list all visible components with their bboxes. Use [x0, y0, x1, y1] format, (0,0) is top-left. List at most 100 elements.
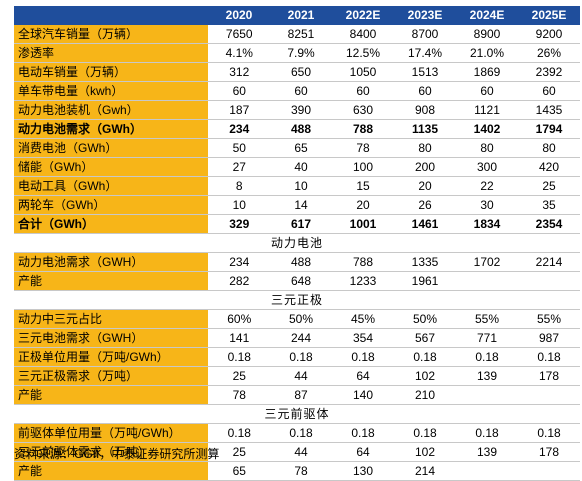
table-row: 三元前驱体需求（万吨） 25 44 64 102 139 178 [14, 442, 580, 462]
table-cell: 87 [270, 385, 332, 405]
table-row: 全球汽车销量（万辆） 7650 8251 8400 8700 8900 9200 [14, 24, 580, 44]
table-cell: 214 [394, 461, 456, 481]
table-cell: 1961 [394, 271, 456, 291]
table-cell [456, 271, 518, 291]
table-cell: 8900 [456, 24, 518, 44]
table-row: 前驱体单位用量（万吨/GWh） 0.18 0.18 0.18 0.18 0.18 0.18 [14, 423, 580, 443]
table-row: 单车带电量（kwh） 60 60 60 60 60 60 [14, 81, 580, 101]
table-cell: 200 [394, 157, 456, 177]
row-label: 三元正极需求（万吨） [14, 366, 209, 386]
table-cell: 60 [208, 81, 270, 101]
header-row: 2020 2021 2022E 2023E 2024E 2025E [14, 6, 580, 25]
row-label: 动力电池需求（GWH） [14, 252, 209, 272]
table-cell: 78 [208, 385, 270, 405]
table-cell: 80 [518, 138, 580, 158]
table-cell: 26 [394, 195, 456, 215]
table-cell: 420 [518, 157, 580, 177]
table-cell: 60 [332, 81, 394, 101]
header-year: 2023E [394, 6, 456, 25]
table-cell: 0.18 [270, 347, 332, 367]
table-cell: 44 [270, 442, 332, 462]
row-label: 全球汽车销量（万辆） [14, 24, 209, 44]
table-cell: 50% [270, 309, 332, 329]
table-cell: 354 [332, 328, 394, 348]
row-label: 消费电池（GWh） [14, 138, 209, 158]
table-cell: 102 [394, 442, 456, 462]
source-note: 资料来源：GGII，中泰证券研究所测算 [14, 447, 220, 461]
row-label: 产能 [14, 271, 209, 291]
table-cell: 488 [270, 252, 332, 272]
table-cell: 30 [456, 195, 518, 215]
table-cell: 8 [208, 176, 270, 196]
table-cell: 1435 [518, 100, 580, 120]
table-cell: 44 [270, 366, 332, 386]
header-year: 2022E [332, 6, 394, 25]
table-cell: 60 [456, 81, 518, 101]
table-cell: 1121 [456, 100, 518, 120]
table-row: 产能 65 78 130 214 [14, 461, 580, 481]
row-label: 动力电池装机（Gwh） [14, 100, 209, 120]
table-cell: 10 [208, 195, 270, 215]
table-cell: 0.18 [332, 423, 394, 443]
table-cell: 60% [208, 309, 270, 329]
table-cell: 141 [208, 328, 270, 348]
table-cell: 40 [270, 157, 332, 177]
header-year: 2025E [518, 6, 580, 25]
table-cell: 25 [518, 176, 580, 196]
table-cell: 0.18 [208, 423, 270, 443]
table-cell: 21.0% [456, 43, 518, 63]
section-row: 三元正极 [14, 290, 580, 310]
table-cell: 648 [270, 271, 332, 291]
row-label: 电动工具（GWh） [14, 176, 209, 196]
table-cell: 0.18 [456, 423, 518, 443]
table-cell: 7.9% [270, 43, 332, 63]
table-cell: 567 [394, 328, 456, 348]
header-corner [14, 6, 208, 25]
table-cell: 78 [270, 461, 332, 481]
table-cell: 80 [456, 138, 518, 158]
table-cell: 8400 [332, 24, 394, 44]
table-cell: 130 [332, 461, 394, 481]
section-title: 三元正极 [14, 290, 580, 310]
table-row: 储能（GWh） 27 40 100 200 300 420 [14, 157, 580, 177]
table-cell: 0.18 [208, 347, 270, 367]
section-row: 动力电池 [14, 233, 580, 253]
section-row: 三元前驱体 [14, 404, 580, 424]
table-cell: 2392 [518, 62, 580, 82]
table-cell: 50% [394, 309, 456, 329]
table-row: 电动车销量（万辆） 312 650 1050 1513 1869 2392 [14, 62, 580, 82]
table-cell: 1702 [456, 252, 518, 272]
row-label: 合计（GWh） [14, 214, 209, 234]
table-cell: 650 [270, 62, 332, 82]
row-label: 产能 [14, 385, 209, 405]
row-label: 产能 [14, 461, 209, 481]
table-cell: 234 [208, 119, 270, 139]
table-cell: 488 [270, 119, 332, 139]
row-label: 储能（GWh） [14, 157, 209, 177]
battery-demand-table: 2020 2021 2022E 2023E 2024E 2025E 全球汽车销量（万辆） 7… [14, 6, 580, 481]
table-cell: 788 [332, 119, 394, 139]
table-cell: 300 [456, 157, 518, 177]
row-label: 电动车销量（万辆） [14, 62, 209, 82]
table-cell: 1869 [456, 62, 518, 82]
table-cell: 45% [332, 309, 394, 329]
table-cell [518, 385, 580, 405]
table-cell: 139 [456, 366, 518, 386]
table-cell: 140 [332, 385, 394, 405]
table-cell: 25 [208, 366, 270, 386]
table-cell: 1794 [518, 119, 580, 139]
table-cell: 2214 [518, 252, 580, 272]
table-cell: 908 [394, 100, 456, 120]
table-cell: 2354 [518, 214, 580, 234]
row-label: 两轮车（GWh） [14, 195, 209, 215]
table-row: 三元正极需求（万吨） 25 44 64 102 139 178 [14, 366, 580, 386]
table-cell: 1135 [394, 119, 456, 139]
table-cell: 50 [208, 138, 270, 158]
row-label: 前驱体单位用量（万吨/GWh） [14, 423, 209, 443]
table-cell: 282 [208, 271, 270, 291]
table-cell: 617 [270, 214, 332, 234]
table-row: 动力电池装机（Gwh） 187 390 630 908 1121 1435 [14, 100, 580, 120]
table-cell: 9200 [518, 24, 580, 44]
table-cell: 20 [394, 176, 456, 196]
table-cell: 0.18 [456, 347, 518, 367]
